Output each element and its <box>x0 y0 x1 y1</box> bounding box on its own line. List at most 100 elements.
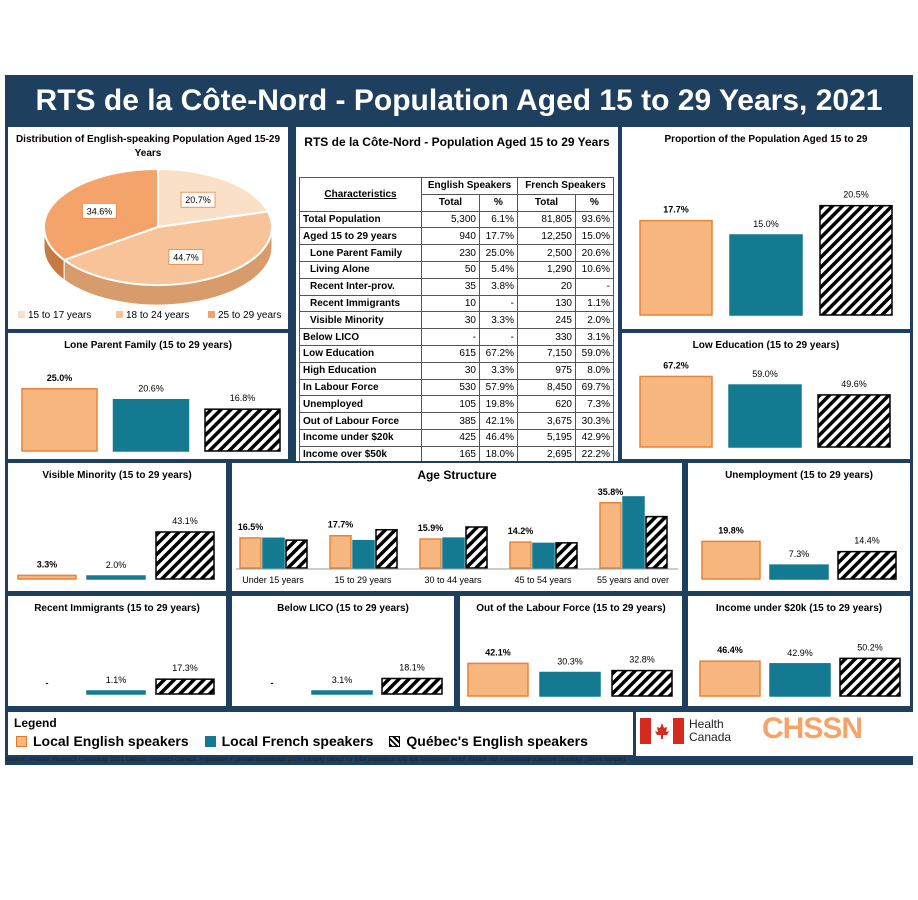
age-structure-chart: 16.5% Under 15 years 17.7% 15 to 29 years 15… <box>236 487 678 585</box>
tick-label: Under 15 years <box>242 575 304 585</box>
recent-immigrants-chart: - 1.1% 17.3% <box>46 663 215 695</box>
data-label: 59.0% <box>752 369 778 379</box>
table-cell: 105 <box>421 395 480 414</box>
table-cell: 975 <box>517 361 576 380</box>
table-cell: 1.1% <box>575 294 614 313</box>
table-row-label: Visible Minority <box>299 311 422 330</box>
pie-data-label: 20.7% <box>185 195 211 205</box>
table-cell: 5,195 <box>517 428 576 447</box>
data-label: 14.2% <box>508 526 534 536</box>
table-row: Unemployed 105 19.8% 620 7.3% <box>299 395 614 414</box>
data-label: 16.5% <box>238 522 264 532</box>
table-cell: 30 <box>421 361 480 380</box>
lone-parent-chart: 25.0% 20.6% 16.8% <box>21 373 281 452</box>
table-cell: 940 <box>421 227 480 246</box>
income-under-title: Income under $20k (15 to 29 years) <box>715 603 883 614</box>
bar-english <box>639 219 713 316</box>
table-cell: 50 <box>421 260 480 279</box>
table-cell: 93.6% <box>575 210 614 229</box>
tick-label: 45 to 54 years <box>514 575 572 585</box>
table-cell: 2,695 <box>517 445 576 461</box>
bar-quebec <box>155 678 215 695</box>
bar-french <box>86 690 146 695</box>
table-cell: 2.0% <box>575 311 614 330</box>
table-cell: - <box>479 328 518 346</box>
table-row-label: High Education <box>299 361 422 380</box>
table-cell: 81,805 <box>517 210 576 229</box>
table-cell: 530 <box>421 378 480 397</box>
table-cell: 10 <box>421 294 480 313</box>
table-cell: 620 <box>517 395 576 414</box>
bar-quebec <box>837 550 897 580</box>
chssn-logo: CHSSN <box>762 712 863 745</box>
table-row-label: Income over $50k <box>299 445 422 461</box>
bar-french <box>728 384 802 448</box>
pie-legend-label: 25 to 29 years <box>218 310 281 321</box>
col-fr-pct: % <box>575 193 614 212</box>
table-cell: 230 <box>421 244 480 262</box>
data-label: 16.8% <box>230 393 256 403</box>
data-label: 17.7% <box>328 520 354 530</box>
table-cell: 130 <box>517 294 576 313</box>
table-cell: 69.7% <box>575 378 614 397</box>
data-label: 30.3% <box>557 657 583 667</box>
table-cell: 30 <box>421 311 480 330</box>
pie-label-box <box>180 191 216 208</box>
bar-english <box>239 537 262 569</box>
tick-label: 15 to 29 years <box>334 575 392 585</box>
pie-legend-swatch <box>116 311 123 318</box>
data-label: 3.1% <box>332 675 353 685</box>
bar-english <box>701 540 761 580</box>
table-cell: 46.4% <box>479 428 518 447</box>
col-fr-total: Total <box>517 193 576 212</box>
tick-label: 55 years and over <box>597 575 669 585</box>
bar-english <box>509 541 532 569</box>
bar-quebec <box>611 669 673 697</box>
table-row-label: Total Population <box>299 210 422 229</box>
legend-item-quebec: Québec's English speakers <box>389 733 588 749</box>
bar-english <box>17 574 77 580</box>
col-en-total: Total <box>421 193 480 212</box>
pie-title: Distribution of English-speaking Populat… <box>15 134 281 159</box>
table-row: Below LICO - -330 3.1% <box>299 328 614 346</box>
age-structure-title: Age Structure <box>417 468 497 482</box>
table-cell: 6.1% <box>479 210 518 229</box>
bar-french <box>352 539 375 569</box>
bar-english <box>329 534 352 569</box>
data-label: 7.3% <box>789 549 810 559</box>
data-label: 2.0% <box>106 560 127 570</box>
bar-french <box>769 663 831 697</box>
data-label: 1.1% <box>106 675 127 685</box>
data-label: 17.7% <box>663 205 689 215</box>
table-cell: 7.3% <box>575 395 614 414</box>
table-cell: 2,500 <box>517 244 576 262</box>
low-education-panel: Low Education (15 to 29 years) 67.2% 59.0… <box>622 333 910 459</box>
pie-legend-swatch <box>18 311 25 318</box>
lone-parent-title: Lone Parent Family (15 to 29 years) <box>64 340 232 351</box>
pie-data-label: 34.6% <box>87 206 113 216</box>
age-structure-panel: Age Structure 16.5% Under 15 years 17.7% 15… <box>232 463 682 591</box>
col-group-french: French Speakers <box>517 177 614 195</box>
recent-immigrants-title: Recent Immigrants (15 to 29 years) <box>34 603 200 614</box>
data-label: 20.6% <box>138 384 164 394</box>
bar-english <box>419 538 442 569</box>
pie-data-label: 44.7% <box>173 252 199 262</box>
table-cell: - <box>421 328 480 346</box>
table-row-label: Recent Inter-prov. <box>299 277 422 296</box>
table-cell: 3,675 <box>517 412 576 430</box>
table-cell: 330 <box>517 328 576 346</box>
col-en-pct: % <box>479 193 518 212</box>
table-row: Lone Parent Family 230 25.0% 2,500 20.6% <box>299 244 614 262</box>
low-education-chart: 67.2% 59.0% 49.6% <box>639 360 891 448</box>
legend-label-french: Local French speakers <box>221 733 374 749</box>
table-row: In Labour Force 530 57.9% 8,450 69.7% <box>299 378 614 397</box>
bar-quebec <box>839 657 901 697</box>
income-under-panel: Income under $20k (15 to 29 years) 46.4%… <box>688 596 910 706</box>
canada-flag-icon <box>640 718 684 744</box>
out-labour-panel: Out of the Labour Force (15 to 29 years)… <box>460 596 682 706</box>
out-labour-title: Out of the Labour Force (15 to 29 years) <box>476 603 666 614</box>
table-cell: 3.8% <box>479 277 518 296</box>
income-under-chart: 46.4% 42.9% 50.2% <box>699 642 901 697</box>
data-label: 49.6% <box>841 379 867 389</box>
data-label: 50.2% <box>857 642 883 652</box>
